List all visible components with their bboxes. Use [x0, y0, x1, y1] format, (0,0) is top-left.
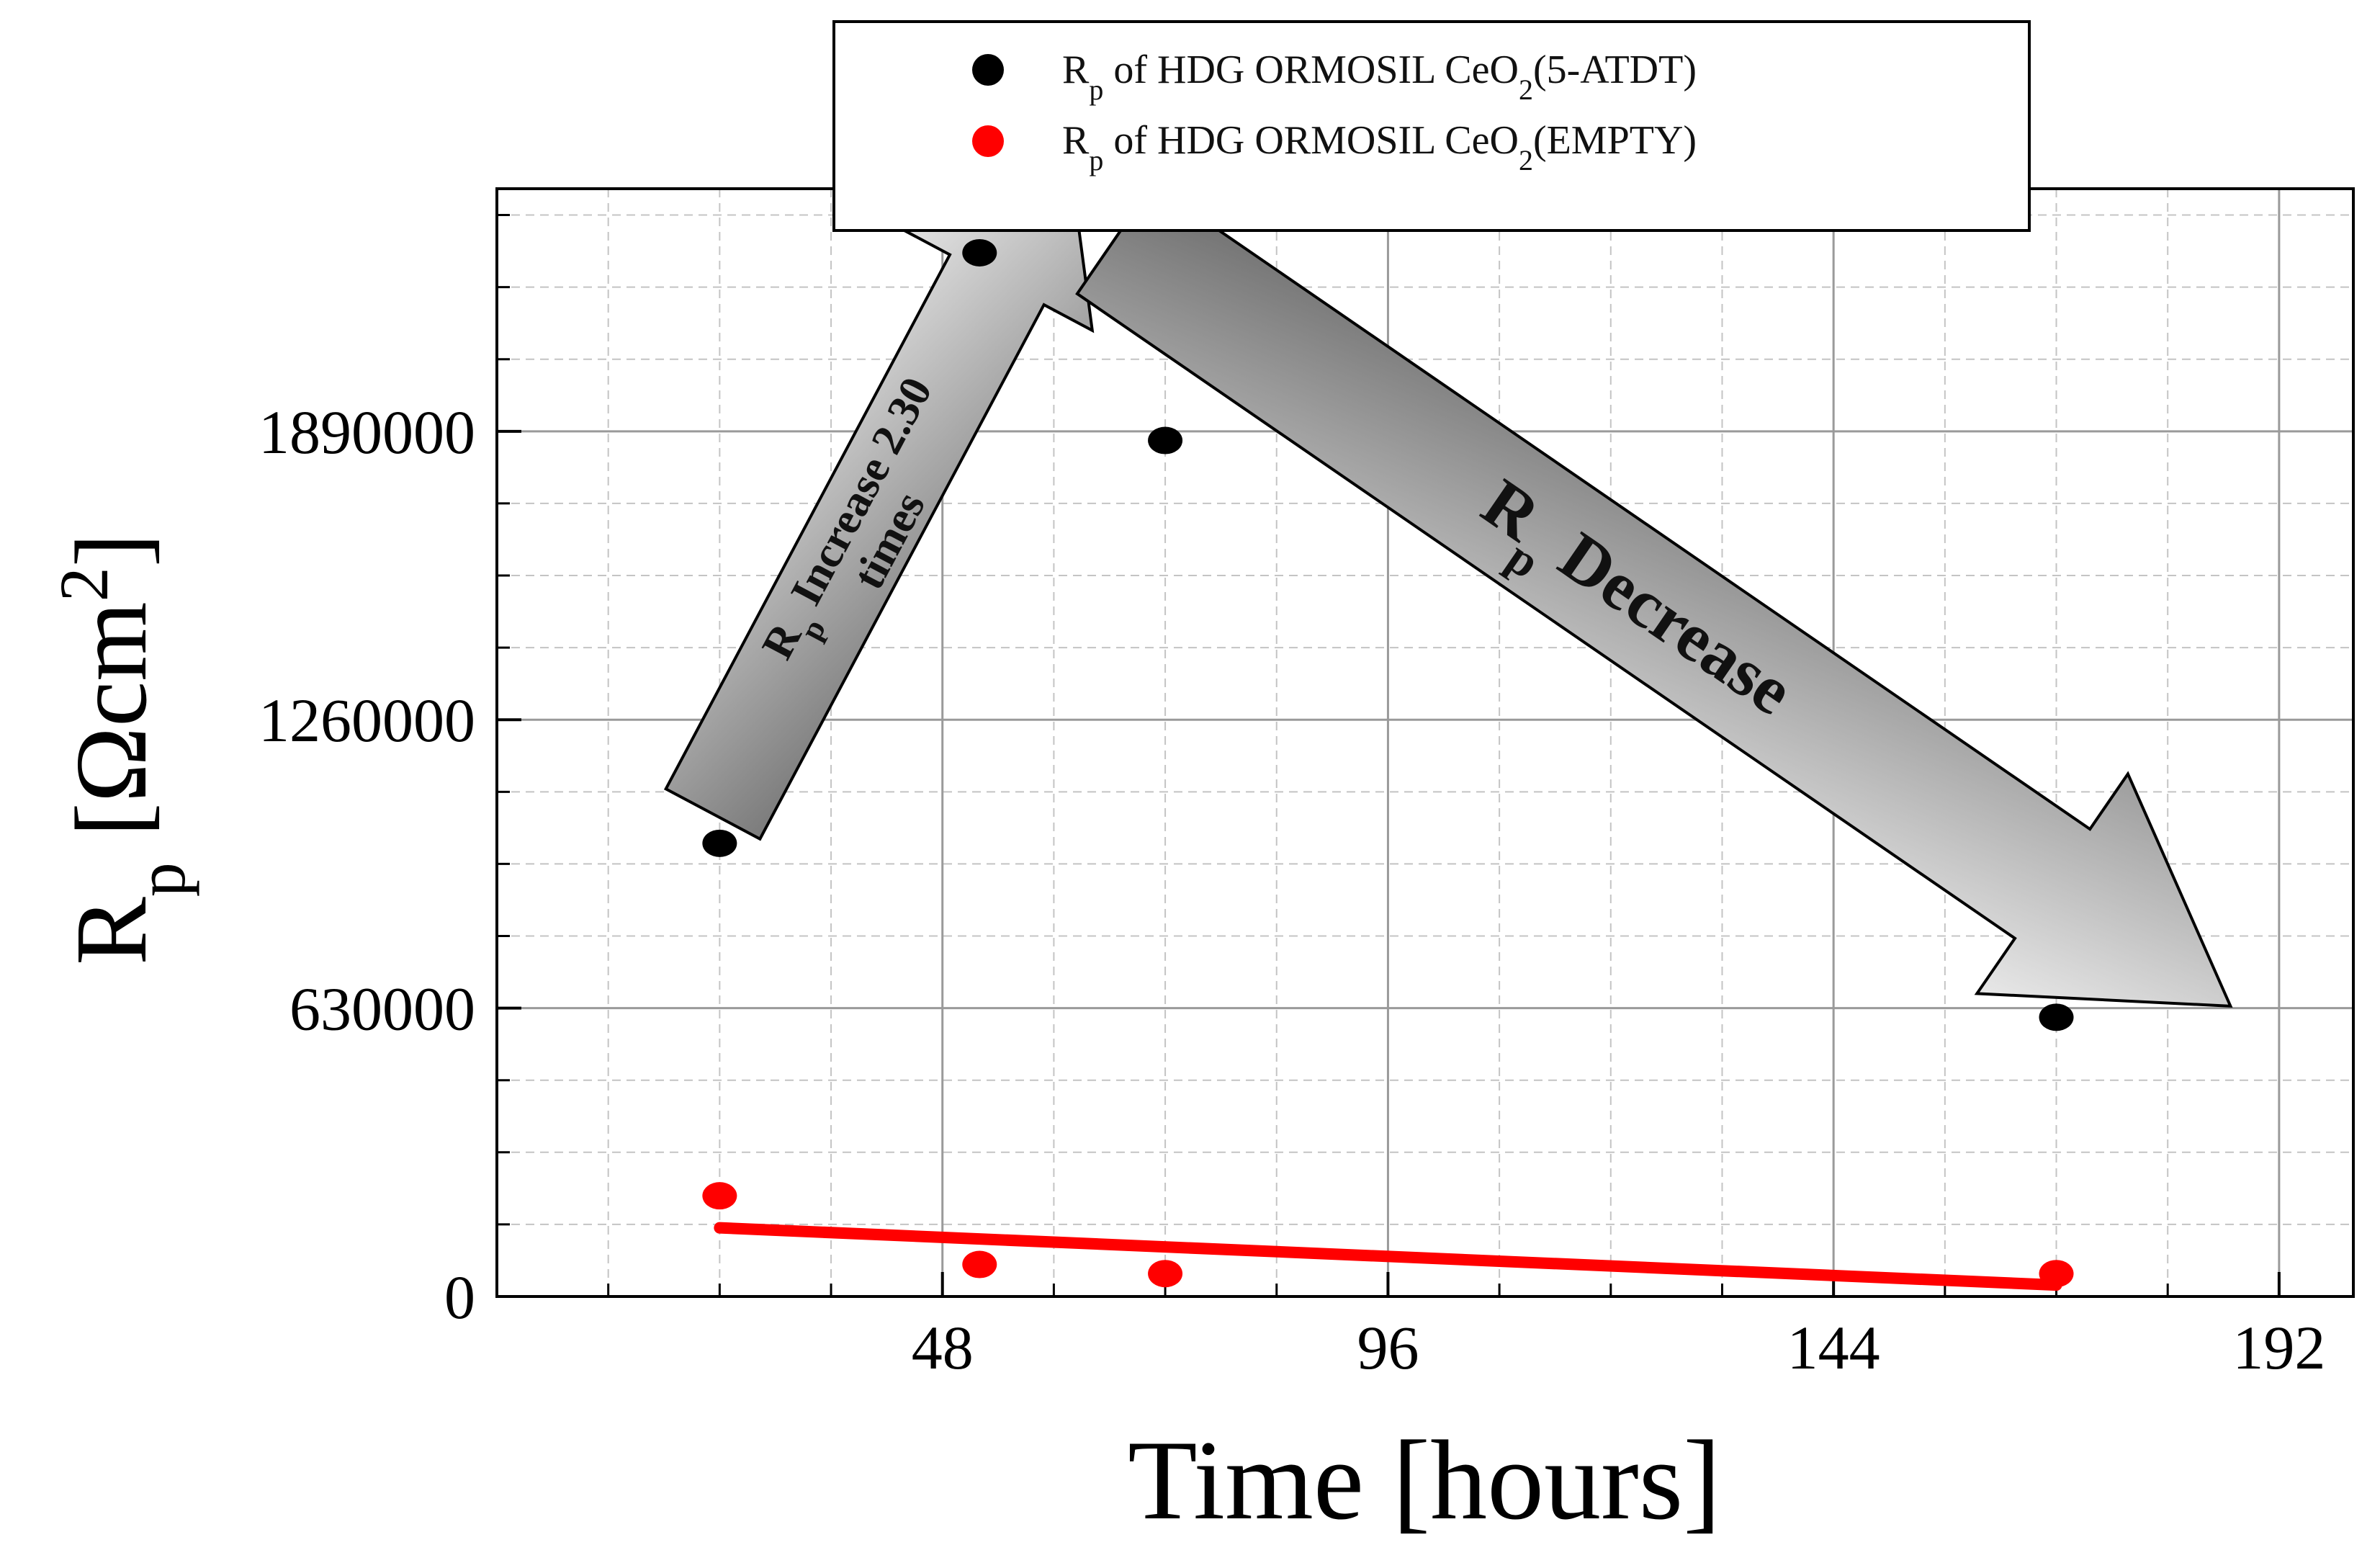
axis-ticks [497, 214, 2281, 1298]
legend-marker-series-1 [972, 54, 1004, 86]
legend-marker-series-2 [972, 125, 1004, 157]
data-point-series-1 [2039, 1003, 2074, 1031]
trendline [714, 1222, 2062, 1291]
legend-label-series-1: Rp of HDG ORMOSIL CeO2(5-ATDT) [1062, 48, 1697, 106]
y-tick-labels: 0 630000 1260000 1890000 [259, 398, 475, 1332]
data-point-series-2 [2039, 1260, 2074, 1288]
y-tick-label: 1260000 [259, 686, 475, 755]
data-point-series-1 [1148, 426, 1183, 454]
minor-gridlines [497, 189, 2353, 1296]
legend: Rp of HDG ORMOSIL CeO2(5-ATDT) Rp of HDG… [832, 20, 2031, 232]
data-point-series-1 [702, 829, 737, 857]
data-point-series-2 [702, 1182, 737, 1210]
x-tick-label: 144 [1787, 1313, 1880, 1382]
trendline-series-2 [714, 1222, 2062, 1291]
y-tick-label: 0 [444, 1263, 475, 1332]
legend-label-series-2: Rp of HDG ORMOSIL CeO2(EMPTY) [1062, 118, 1697, 176]
x-tick-label: 48 [912, 1313, 974, 1382]
data-point-series-2 [1148, 1260, 1183, 1288]
data-point-series-1 [962, 238, 997, 267]
data-points [702, 238, 2074, 1288]
x-tick-labels: 48 96 144 192 [912, 1313, 2326, 1382]
x-tick-label: 192 [2232, 1313, 2325, 1382]
y-axis-title: Rp [Ωcm2] [45, 533, 199, 965]
data-point-series-2 [962, 1250, 997, 1278]
y-tick-label: 1890000 [259, 398, 475, 467]
x-axis-title: Time [hours] [1128, 1418, 1721, 1544]
x-tick-label: 96 [1357, 1313, 1419, 1382]
y-tick-label: 630000 [289, 975, 475, 1044]
